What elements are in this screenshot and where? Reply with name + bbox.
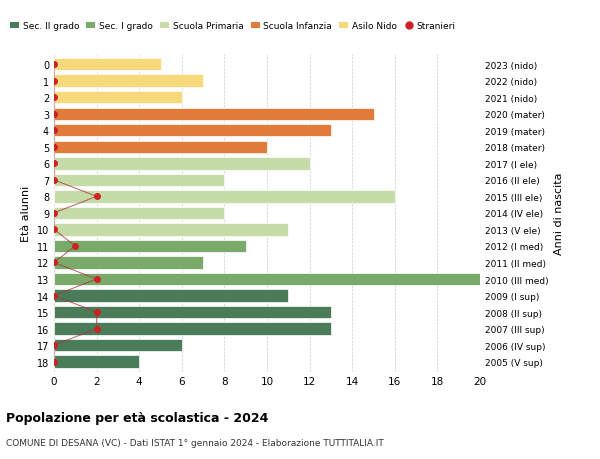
Y-axis label: Anni di nascita: Anni di nascita (554, 172, 564, 255)
Bar (54, 257, 203, 269)
Bar (54, 125, 331, 137)
Bar (54, 59, 161, 71)
Bar (54, 191, 395, 203)
Bar (54, 273, 480, 285)
Legend: Sec. II grado, Sec. I grado, Scuola Primaria, Scuola Infanzia, Asilo Nido, Stran: Sec. II grado, Sec. I grado, Scuola Prim… (7, 18, 460, 34)
Text: Popolazione per età scolastica - 2024: Popolazione per età scolastica - 2024 (6, 411, 268, 424)
Bar (54, 356, 139, 368)
Bar (54, 323, 331, 335)
Bar (54, 92, 182, 104)
Bar (54, 306, 331, 319)
Bar (54, 240, 246, 252)
Bar (54, 290, 289, 302)
Bar (54, 158, 310, 170)
Bar (54, 75, 203, 88)
Bar (54, 207, 224, 219)
Bar (54, 174, 224, 187)
Bar (54, 224, 289, 236)
Text: COMUNE DI DESANA (VC) - Dati ISTAT 1° gennaio 2024 - Elaborazione TUTTITALIA.IT: COMUNE DI DESANA (VC) - Dati ISTAT 1° ge… (6, 438, 384, 448)
Bar (54, 141, 267, 154)
Y-axis label: Età alunni: Età alunni (21, 185, 31, 241)
Bar (54, 339, 182, 352)
Bar (54, 108, 373, 121)
